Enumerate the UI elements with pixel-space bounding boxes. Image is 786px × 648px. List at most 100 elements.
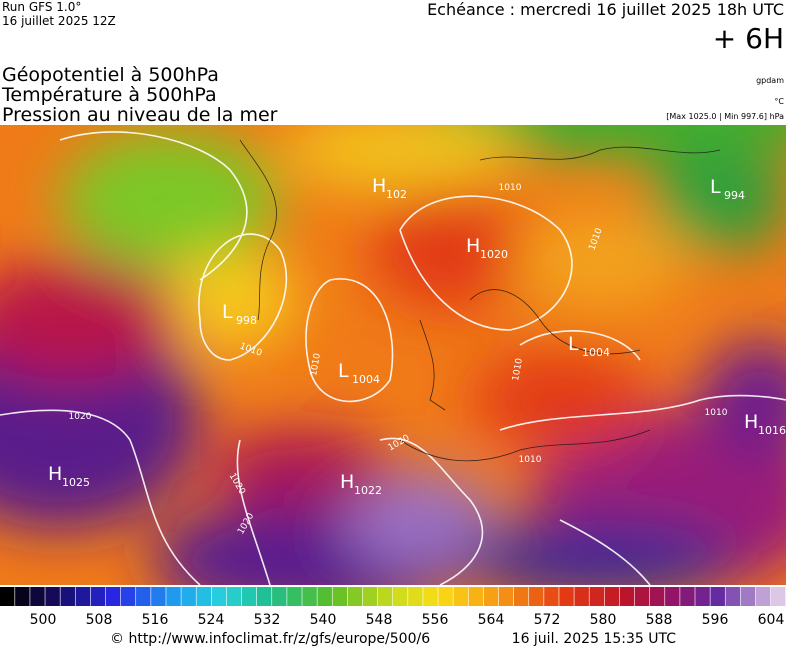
colorbar-swatch: [634, 587, 650, 606]
run-label: Run GFS 1.0°: [2, 0, 81, 14]
center-type: H: [48, 463, 62, 485]
colorbar-label: 532: [254, 612, 281, 628]
colorbar-swatch: [120, 587, 136, 606]
colorbar-swatch: [665, 587, 680, 606]
colorbar-swatch: [60, 587, 75, 606]
colorbar-swatch: [468, 587, 484, 606]
colorbar-swatch: [272, 587, 287, 606]
colorbar-swatch: [710, 587, 725, 606]
isobar-label: 1010: [499, 183, 522, 193]
center-value: 1004: [352, 373, 380, 386]
center-value: 1004: [582, 346, 610, 359]
center-type: L: [222, 301, 233, 323]
timestamp: 16 juil. 2025 15:35 UTC: [512, 631, 677, 647]
colorbar-swatch: [362, 587, 378, 606]
colorbar-swatch: [619, 587, 635, 606]
colorbar-swatch: [544, 587, 559, 606]
center-type: H: [744, 411, 758, 433]
colorbar-swatch: [680, 587, 695, 606]
colorbar-swatch: [15, 587, 30, 606]
colorbar-swatch: [75, 587, 91, 606]
center-type: L: [338, 360, 349, 382]
forecast-time: Echéance : mercredi 16 juillet 2025 18h …: [427, 0, 784, 19]
center-value: 1020: [480, 248, 508, 261]
colorbar-label: 508: [86, 612, 113, 628]
isobar-label: 1010: [309, 352, 323, 377]
colorbar-swatch: [256, 587, 272, 606]
center-value: 1025: [62, 476, 90, 489]
unit-label: °C: [774, 97, 784, 106]
isobar-label: 1010: [705, 408, 728, 418]
colorbar-label: 604: [758, 612, 785, 628]
colorbar-swatch: [30, 587, 45, 606]
center-type: H: [340, 471, 354, 493]
colorbar-swatch: [211, 587, 227, 606]
colorbar-swatch: [377, 587, 393, 606]
colorbar-swatch: [770, 587, 786, 606]
colorbar-label: 548: [366, 612, 393, 628]
colorbar-swatch: [347, 587, 363, 606]
center-value: 1022: [354, 484, 382, 497]
colorbar-swatch: [423, 587, 438, 606]
center-type: H: [372, 175, 386, 197]
colorbar-swatch: [604, 587, 620, 606]
center-value: 994: [724, 189, 745, 202]
colorbar-swatch: [755, 587, 771, 606]
colorbar-swatch: [408, 587, 423, 606]
center-type: L: [568, 333, 579, 355]
colorbar-label: 572: [534, 612, 561, 628]
center-type: H: [466, 235, 480, 257]
colorbar-swatch: [695, 587, 710, 606]
colorbar-swatch: [529, 587, 544, 606]
colorbar-swatch: [559, 587, 574, 606]
colorbar: 500 508 516 524 532 540 548 556 564 572 580 588 596 6…: [0, 587, 786, 628]
colorbar-label: 580: [590, 612, 617, 628]
colorbar-swatch: [513, 587, 529, 606]
forecast-offset: + 6H: [713, 22, 784, 55]
colorbar-swatch: [45, 587, 60, 606]
colorbar-swatch: [438, 587, 453, 606]
colorbar-swatch: [574, 587, 589, 606]
colorbar-swatch: [151, 587, 166, 606]
isobar-label: 1010: [519, 455, 542, 465]
colorbar-swatch: [196, 587, 212, 606]
colorbar-label: 596: [702, 612, 729, 628]
colorbar-swatch: [393, 587, 408, 606]
center-value: 1016: [758, 424, 786, 437]
title-line: Température à 500hPa: [1, 84, 217, 106]
colorbar-swatch: [589, 587, 605, 606]
colorbar-swatch: [226, 587, 242, 606]
colorbar-swatch: [302, 587, 317, 606]
isobar-labels: 1020102010201010101010101010101010101010…: [69, 183, 728, 536]
colorbar-swatch: [181, 587, 196, 606]
colorbar-swatch: [725, 587, 741, 606]
colorbar-label: 564: [478, 612, 505, 628]
pressure-range: [Max 1025.0 | Min 997.6] hPa: [666, 112, 784, 121]
colorbar-swatch: [483, 587, 499, 606]
center-value: 998: [236, 314, 257, 327]
colorbar-swatch: [90, 587, 106, 606]
run-date: 16 juillet 2025 12Z: [2, 14, 116, 28]
colorbar-swatch: [0, 587, 15, 606]
isobar-label: 1010: [511, 357, 525, 382]
colorbar-swatch: [332, 587, 348, 606]
colorbar-swatch: [453, 587, 468, 606]
isobar-label: 1020: [69, 412, 92, 422]
isobars: [0, 131, 786, 585]
colorbar-swatch: [649, 587, 665, 606]
center-value: 102: [386, 188, 407, 201]
colorbar-swatch: [317, 587, 332, 606]
center-type: L: [710, 176, 721, 198]
colorbar-label: 540: [310, 612, 337, 628]
colorbar-swatch: [498, 587, 514, 606]
colorbar-label: 524: [198, 612, 225, 628]
colorbar-swatch: [241, 587, 257, 606]
title-line: Géopotentiel à 500hPa: [2, 64, 219, 86]
colorbar-swatch: [166, 587, 181, 606]
colorbar-swatch: [287, 587, 302, 606]
colorbar-label: 556: [422, 612, 449, 628]
coastlines: [239, 139, 721, 462]
